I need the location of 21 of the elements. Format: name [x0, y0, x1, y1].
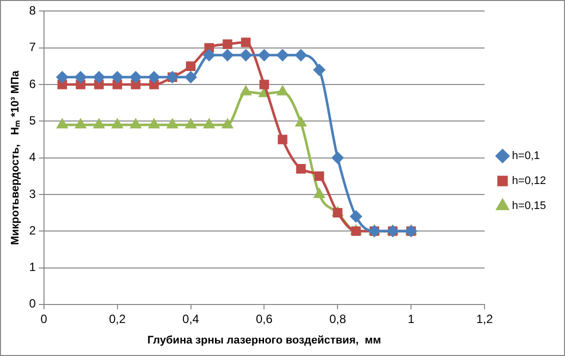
- x-tick-label: 0,4: [182, 312, 200, 326]
- x-tick-label: 1: [408, 312, 415, 326]
- legend-label: h=0,1: [512, 150, 540, 162]
- y-tick-label: 0: [29, 296, 36, 311]
- x-tick-label: 1,2: [476, 312, 494, 326]
- legend-label: h=0,15: [512, 200, 546, 212]
- y-tick-label: 6: [29, 76, 36, 91]
- y-tick-label: 7: [29, 40, 36, 54]
- legend-label: h=0,12: [512, 175, 546, 188]
- y-tick-label: 1: [29, 260, 36, 274]
- x-tick-label: 0,2: [108, 312, 126, 326]
- y-tick-label: 8: [29, 4, 36, 18]
- y-tick-label: 5: [29, 113, 36, 128]
- y-tick-label: 3: [29, 186, 36, 201]
- x-axis-title: Глубина зрны лазерного воздействия, мм: [147, 334, 382, 346]
- y-tick-label: 2: [29, 223, 36, 238]
- x-tick-label: 0: [40, 312, 48, 326]
- y-tick-label: 4: [29, 150, 36, 164]
- x-tick-label: 0,8: [329, 312, 346, 326]
- x-tick-label: 0,6: [256, 312, 273, 326]
- y-axis-title: Микротьвердость, Hₘ *10³ МПа: [10, 70, 22, 246]
